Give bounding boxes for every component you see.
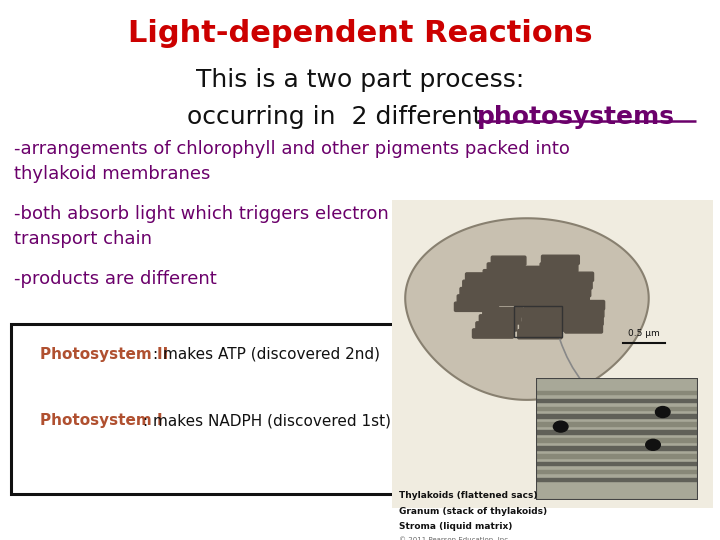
Text: transport chain: transport chain	[14, 230, 153, 247]
Text: © 2011 Pearson Education, Inc.: © 2011 Pearson Education, Inc.	[399, 537, 510, 540]
Bar	[536, 391, 698, 394]
Bar	[536, 407, 698, 410]
FancyBboxPatch shape	[565, 316, 603, 325]
Bar	[536, 415, 698, 418]
Text: This is a two part process:: This is a two part process:	[196, 68, 524, 91]
Circle shape	[554, 421, 568, 432]
Text: Granum (stack of thylakoids): Granum (stack of thylakoids)	[399, 507, 547, 516]
Text: Stroma (liquid matrix): Stroma (liquid matrix)	[399, 522, 512, 531]
Polygon shape	[405, 218, 649, 400]
FancyBboxPatch shape	[548, 280, 592, 289]
FancyBboxPatch shape	[463, 280, 507, 289]
Bar	[536, 477, 698, 481]
FancyBboxPatch shape	[522, 314, 566, 324]
FancyBboxPatch shape	[564, 324, 603, 333]
Bar	[536, 446, 698, 450]
FancyBboxPatch shape	[480, 315, 521, 324]
FancyBboxPatch shape	[524, 307, 568, 316]
Text: occurring in  2 different: occurring in 2 different	[187, 105, 482, 129]
FancyBboxPatch shape	[499, 296, 546, 306]
FancyBboxPatch shape	[539, 271, 577, 280]
Circle shape	[655, 407, 670, 417]
FancyBboxPatch shape	[460, 287, 504, 297]
FancyBboxPatch shape	[567, 301, 605, 310]
Bar	[536, 438, 698, 442]
Bar	[536, 462, 698, 465]
FancyBboxPatch shape	[541, 255, 580, 265]
FancyBboxPatch shape	[491, 256, 526, 265]
FancyBboxPatch shape	[501, 289, 549, 298]
Text: -products are different: -products are different	[14, 270, 217, 288]
Circle shape	[646, 440, 660, 450]
FancyBboxPatch shape	[518, 329, 562, 339]
FancyBboxPatch shape	[11, 324, 410, 494]
Bar	[536, 470, 698, 474]
FancyBboxPatch shape	[487, 263, 522, 272]
Bar	[536, 454, 698, 457]
FancyBboxPatch shape	[544, 303, 588, 312]
FancyBboxPatch shape	[546, 287, 590, 297]
Text: thylakoid membranes: thylakoid membranes	[14, 165, 211, 183]
FancyBboxPatch shape	[476, 322, 517, 331]
FancyBboxPatch shape	[483, 308, 523, 317]
FancyBboxPatch shape	[508, 266, 555, 275]
Text: Light-dependent Reactions: Light-dependent Reactions	[127, 19, 593, 48]
FancyBboxPatch shape	[545, 295, 589, 305]
FancyBboxPatch shape	[566, 308, 604, 318]
Bar	[536, 399, 698, 402]
FancyBboxPatch shape	[540, 263, 578, 272]
Text: : makes ATP (discovered 2nd): : makes ATP (discovered 2nd)	[153, 347, 380, 362]
Text: photosystems: photosystems	[477, 105, 675, 129]
FancyBboxPatch shape	[549, 272, 593, 281]
FancyBboxPatch shape	[472, 329, 513, 338]
FancyBboxPatch shape	[457, 295, 501, 304]
Text: Thylakoids (flattened sacs): Thylakoids (flattened sacs)	[399, 491, 537, 501]
FancyBboxPatch shape	[483, 269, 518, 279]
FancyBboxPatch shape	[505, 274, 553, 283]
Text: -arrangements of chlorophyll and other pigments packed into: -arrangements of chlorophyll and other p…	[14, 140, 570, 158]
FancyBboxPatch shape	[503, 281, 551, 291]
Text: -both absorb light which triggers electron excitation and electron: -both absorb light which triggers electr…	[14, 205, 603, 223]
Bar	[536, 422, 698, 426]
Text: Photosystem I: Photosystem I	[40, 413, 162, 428]
FancyBboxPatch shape	[454, 302, 499, 312]
Text: : makes NADPH (discovered 1st): : makes NADPH (discovered 1st)	[143, 413, 390, 428]
Bar	[514, 306, 562, 337]
Text: Photosystem II: Photosystem II	[40, 347, 168, 362]
FancyBboxPatch shape	[466, 273, 510, 282]
Bar	[536, 430, 698, 434]
Text: 0.5 μm: 0.5 μm	[628, 329, 660, 338]
FancyBboxPatch shape	[520, 322, 564, 332]
